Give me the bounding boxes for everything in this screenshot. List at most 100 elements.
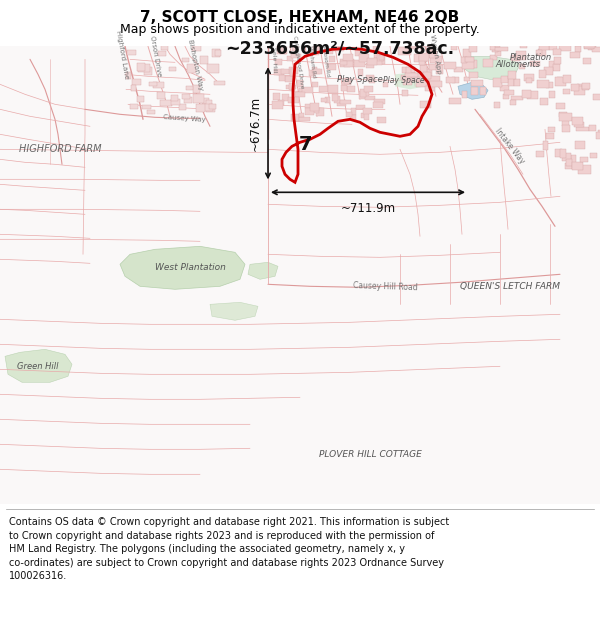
- Bar: [517, 51, 526, 59]
- Bar: [494, 102, 500, 107]
- Polygon shape: [465, 56, 520, 79]
- Bar: [131, 79, 140, 84]
- Text: Play Space: Play Space: [337, 75, 383, 84]
- Text: PLOVER HILL COTTAGE: PLOVER HILL COTTAGE: [319, 450, 421, 459]
- Bar: [299, 118, 310, 121]
- Bar: [329, 56, 335, 62]
- Bar: [328, 86, 338, 92]
- Bar: [374, 52, 383, 57]
- Bar: [574, 86, 586, 95]
- Bar: [584, 44, 595, 49]
- Bar: [366, 62, 374, 68]
- Bar: [314, 50, 319, 55]
- Bar: [172, 99, 180, 106]
- Bar: [196, 104, 205, 112]
- Bar: [403, 67, 415, 73]
- Bar: [451, 45, 457, 50]
- Bar: [571, 52, 580, 58]
- Text: Causey Hill Road: Causey Hill Road: [353, 281, 418, 292]
- Bar: [274, 69, 284, 75]
- Bar: [581, 82, 590, 89]
- Bar: [463, 49, 470, 56]
- Text: Orson Drive: Orson Drive: [149, 36, 163, 78]
- Bar: [575, 141, 584, 149]
- Bar: [510, 99, 516, 105]
- Bar: [277, 42, 283, 49]
- Bar: [209, 104, 216, 109]
- Bar: [572, 117, 583, 126]
- Bar: [444, 62, 456, 69]
- Bar: [346, 112, 352, 116]
- Bar: [215, 49, 221, 56]
- Bar: [302, 88, 313, 92]
- Bar: [454, 66, 463, 72]
- Bar: [204, 104, 213, 111]
- Polygon shape: [458, 82, 488, 99]
- Bar: [295, 92, 305, 98]
- Bar: [576, 127, 589, 131]
- Bar: [187, 64, 196, 73]
- Bar: [321, 98, 328, 102]
- Bar: [557, 78, 562, 81]
- Bar: [556, 102, 565, 109]
- Bar: [291, 54, 301, 58]
- Text: Allotments: Allotments: [495, 60, 540, 69]
- Text: 7: 7: [298, 135, 312, 154]
- Bar: [377, 54, 383, 61]
- Bar: [367, 58, 377, 64]
- Bar: [137, 62, 145, 71]
- Bar: [461, 57, 467, 63]
- Bar: [419, 56, 425, 65]
- Bar: [584, 41, 595, 49]
- Bar: [543, 141, 548, 149]
- Bar: [508, 71, 516, 79]
- Bar: [313, 46, 322, 53]
- Polygon shape: [120, 246, 245, 289]
- Bar: [214, 81, 224, 86]
- Bar: [419, 54, 428, 61]
- Bar: [370, 77, 374, 83]
- Bar: [544, 67, 553, 75]
- Bar: [377, 56, 385, 64]
- Bar: [415, 54, 427, 61]
- Bar: [571, 155, 576, 162]
- Bar: [560, 149, 566, 158]
- Bar: [319, 86, 328, 92]
- Text: ~233656m²/~57.738ac.: ~233656m²/~57.738ac.: [226, 39, 455, 58]
- Bar: [421, 66, 427, 74]
- Bar: [403, 80, 412, 84]
- Bar: [373, 102, 383, 107]
- Bar: [537, 81, 549, 88]
- Bar: [566, 159, 572, 166]
- Bar: [126, 72, 131, 79]
- Bar: [416, 80, 427, 88]
- Bar: [154, 82, 164, 88]
- Bar: [182, 58, 190, 62]
- Bar: [186, 86, 193, 90]
- Bar: [365, 96, 376, 100]
- Bar: [355, 60, 365, 67]
- Bar: [421, 43, 430, 48]
- Text: Play Space: Play Space: [383, 76, 425, 85]
- Bar: [344, 61, 353, 67]
- Bar: [130, 104, 137, 109]
- Bar: [461, 91, 467, 98]
- Bar: [143, 67, 152, 75]
- Bar: [286, 84, 296, 89]
- Bar: [305, 104, 315, 108]
- Bar: [524, 74, 534, 81]
- Bar: [469, 43, 477, 52]
- Text: HIGHFORD FARM: HIGHFORD FARM: [19, 144, 101, 154]
- Bar: [526, 78, 532, 83]
- Text: ~711.9m: ~711.9m: [340, 202, 395, 215]
- Bar: [462, 60, 474, 69]
- Bar: [582, 86, 589, 91]
- Bar: [305, 107, 314, 115]
- Bar: [361, 113, 367, 118]
- Bar: [340, 59, 350, 67]
- Bar: [559, 44, 571, 51]
- Bar: [313, 69, 320, 74]
- Polygon shape: [395, 72, 428, 89]
- Bar: [430, 51, 437, 58]
- Bar: [412, 73, 423, 81]
